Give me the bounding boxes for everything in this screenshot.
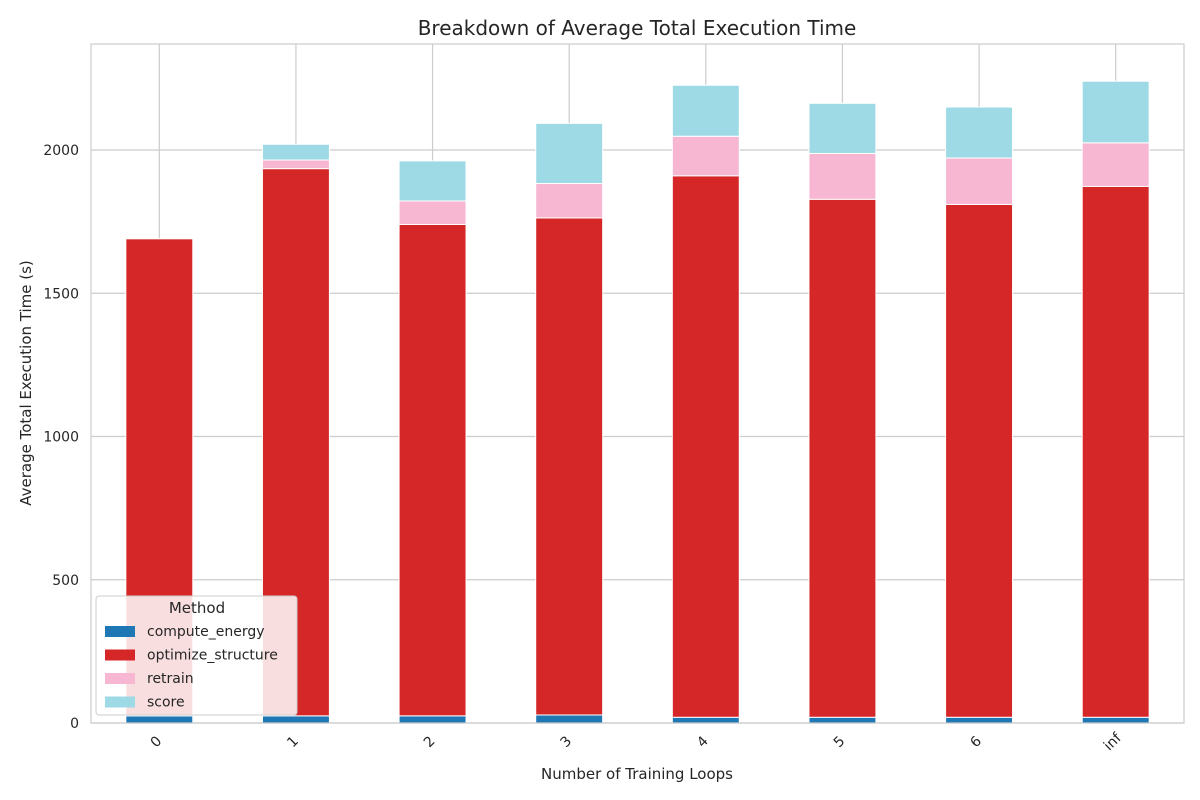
bar-segment-compute-energy xyxy=(1081,716,1150,724)
y-tick-label: 1500 xyxy=(43,286,79,302)
legend-box xyxy=(95,595,298,716)
legend-entry: optimize_structure xyxy=(147,648,278,664)
legend-swatch xyxy=(105,649,135,661)
bar-segment-optimize-structure xyxy=(1081,185,1150,718)
legend-title: Method xyxy=(169,599,225,617)
chart-title: Breakdown of Average Total Execution Tim… xyxy=(418,16,857,40)
y-tick-labels: 0 500 1000 1500 2000 xyxy=(43,143,79,732)
legend-entry: retrain xyxy=(147,671,194,687)
legend-entry: score xyxy=(147,695,185,711)
bar-segment-retrain xyxy=(1081,142,1150,187)
bar-segment-optimize-structure xyxy=(535,217,604,716)
legend-swatch xyxy=(105,673,135,684)
y-axis-label: Average Total Execution Time (s) xyxy=(17,260,35,506)
bar-segment-score xyxy=(261,143,330,161)
bar-segment-score xyxy=(945,106,1014,159)
bar-segment-compute-energy xyxy=(535,714,604,724)
y-tick-label: 0 xyxy=(70,716,79,732)
y-tick-label: 500 xyxy=(52,573,79,589)
bar-segment-retrain xyxy=(671,135,740,177)
legend-swatch xyxy=(105,696,135,708)
bar-segment-optimize-structure xyxy=(398,223,467,717)
bar-segment-retrain xyxy=(398,200,467,225)
bar-segment-compute-energy xyxy=(261,715,330,724)
bar-segment-compute-energy xyxy=(125,715,194,724)
bar-segment-score xyxy=(808,102,877,154)
bar-segment-optimize-structure xyxy=(945,203,1014,718)
bar-segment-compute-energy xyxy=(945,716,1014,724)
bar-segment-score xyxy=(671,84,740,137)
bar-segment-retrain xyxy=(808,152,877,200)
x-axis-label: Number of Training Loops xyxy=(541,765,733,783)
bar-segment-score xyxy=(1081,80,1150,144)
bar-segment-optimize-structure xyxy=(671,175,740,718)
bar-segment-score xyxy=(398,160,467,202)
bar-segment-retrain xyxy=(945,157,1014,205)
bar-segment-score xyxy=(535,122,604,185)
y-tick-label: 2000 xyxy=(43,143,79,159)
bar-segment-compute-energy xyxy=(808,716,877,724)
bar-segment-retrain xyxy=(261,159,330,170)
bar-segment-compute-energy xyxy=(671,716,740,724)
bar-segment-compute-energy xyxy=(398,715,467,724)
legend: Method compute_energy optimize_structurer… xyxy=(95,595,298,716)
legend-swatch xyxy=(105,626,135,637)
plot-frame xyxy=(90,43,1185,724)
bar-segment-optimize-structure xyxy=(808,198,877,718)
y-tick-label: 1000 xyxy=(43,430,79,446)
legend-entry: compute_energy xyxy=(147,624,265,640)
bar-segment-retrain xyxy=(535,183,604,219)
